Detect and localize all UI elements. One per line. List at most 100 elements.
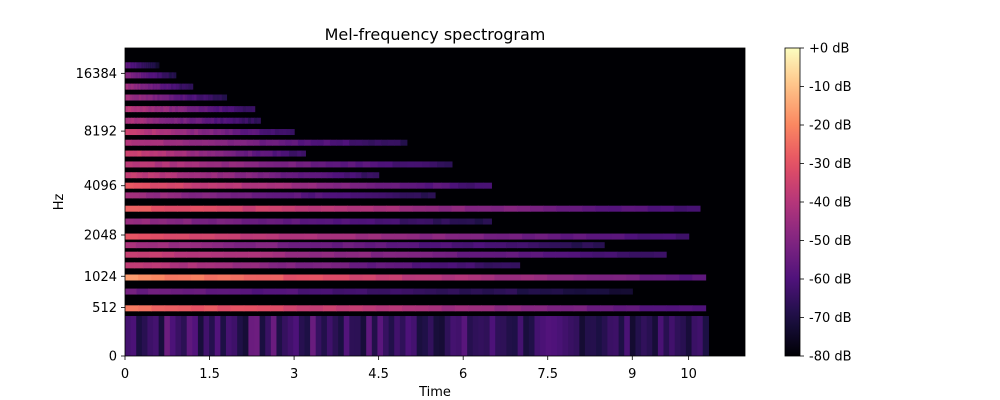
spectrogram-band bbox=[157, 106, 161, 113]
spectrogram-band bbox=[340, 161, 349, 168]
spectrogram-band bbox=[342, 242, 355, 249]
spectrogram-band bbox=[422, 161, 431, 168]
spectrogram-band bbox=[244, 117, 249, 124]
spectrogram-band bbox=[128, 62, 131, 69]
spectrogram-band bbox=[378, 288, 391, 295]
spectrogram-band bbox=[652, 305, 667, 312]
spectrogram-band bbox=[595, 205, 610, 212]
spectrogram-band bbox=[237, 192, 246, 199]
spectrogram-band bbox=[297, 150, 302, 157]
plot-frame bbox=[124, 47, 746, 357]
spectrogram-band bbox=[152, 83, 155, 90]
spectrogram-band bbox=[397, 242, 409, 249]
spectrogram-band bbox=[598, 233, 613, 240]
spectrogram-band bbox=[286, 288, 299, 295]
spectrogram-band bbox=[309, 288, 322, 295]
spectrogram-band bbox=[196, 94, 200, 101]
spectrogram-band bbox=[250, 262, 261, 269]
spectrogram-band bbox=[286, 172, 293, 179]
spectrogram-band bbox=[586, 288, 599, 295]
spectrogram-band bbox=[360, 205, 374, 212]
spectrogram-band bbox=[459, 288, 472, 295]
spectrogram-band bbox=[125, 218, 134, 225]
spectrogram-band bbox=[151, 106, 156, 113]
spectrogram-band bbox=[297, 288, 311, 295]
spectrogram-band bbox=[135, 72, 138, 79]
spectrogram-band bbox=[203, 205, 218, 212]
spectrogram-band bbox=[247, 251, 261, 258]
spectrogram-band bbox=[336, 305, 350, 312]
spectrogram-band bbox=[527, 242, 540, 249]
spectrogram-band bbox=[187, 94, 191, 101]
spectrogram-band bbox=[143, 62, 145, 69]
spectrogram-band bbox=[629, 251, 643, 258]
spectrogram-band bbox=[374, 218, 384, 225]
spectrogram-band bbox=[154, 83, 157, 90]
spectrogram-band bbox=[144, 62, 146, 69]
spectrogram-band bbox=[150, 72, 153, 79]
spectrogram-band bbox=[169, 72, 172, 79]
spectrogram-band bbox=[133, 62, 135, 69]
spectrogram-band bbox=[204, 106, 209, 113]
spectrogram-band bbox=[201, 106, 206, 113]
spectrogram-band bbox=[138, 205, 152, 212]
spectrogram-band bbox=[274, 182, 284, 189]
spectrogram-band bbox=[178, 83, 181, 90]
spectrogram-band bbox=[134, 72, 136, 79]
spectrogram-band bbox=[320, 288, 334, 295]
spectrogram-band bbox=[374, 139, 382, 146]
noise-cell bbox=[433, 316, 440, 356]
y-axis-label: Hz bbox=[52, 194, 67, 211]
spectrogram-band bbox=[385, 262, 395, 269]
spectrogram-band bbox=[251, 192, 260, 199]
spectrogram-band bbox=[133, 150, 138, 157]
spectrogram-band bbox=[254, 117, 258, 124]
spectrogram-band bbox=[153, 62, 155, 69]
spectrogram-band bbox=[136, 72, 139, 79]
spectrogram-band bbox=[221, 139, 229, 146]
spectrogram-band bbox=[429, 161, 438, 168]
spectrogram-band bbox=[574, 288, 587, 295]
spectrogram-band bbox=[263, 172, 270, 179]
spectrogram-band bbox=[310, 139, 318, 146]
noise-cell bbox=[427, 316, 435, 356]
spectrogram-band bbox=[580, 251, 593, 258]
spectrogram-band bbox=[144, 129, 149, 136]
spectrogram-band bbox=[236, 129, 241, 136]
spectrogram-band bbox=[241, 218, 251, 225]
noise-cell bbox=[153, 316, 160, 356]
spectrogram-band bbox=[131, 94, 135, 101]
spectrogram-band bbox=[256, 150, 261, 157]
spectrogram-band bbox=[256, 305, 271, 312]
spectrogram-band bbox=[204, 274, 218, 281]
spectrogram-band bbox=[180, 94, 184, 101]
y-tick-label: 16384 bbox=[76, 67, 117, 82]
spectrogram-band bbox=[309, 172, 316, 179]
spectrogram-band bbox=[216, 192, 225, 199]
spectrogram-band bbox=[156, 72, 158, 79]
spectrogram-band bbox=[138, 94, 142, 101]
spectrogram-band bbox=[251, 106, 256, 113]
spectrogram-band bbox=[189, 117, 194, 124]
noise-cell bbox=[455, 316, 463, 356]
spectrogram-band bbox=[125, 72, 127, 79]
chart-title: Mel-frequency spectrogram bbox=[325, 25, 546, 44]
spectrogram-band bbox=[159, 172, 166, 179]
spectrogram-band bbox=[217, 305, 232, 312]
spectrogram-band bbox=[171, 129, 176, 136]
spectrogram-band bbox=[483, 218, 492, 225]
spectrogram-band bbox=[449, 182, 459, 189]
spectrogram-band bbox=[129, 83, 132, 90]
noise-cell bbox=[439, 316, 446, 356]
spectrogram-band bbox=[163, 83, 166, 90]
spectrogram-band bbox=[259, 129, 264, 136]
spectrogram-band bbox=[269, 172, 276, 179]
spectrogram-band bbox=[673, 205, 688, 212]
spectrogram-band bbox=[164, 205, 178, 212]
noise-cell bbox=[270, 316, 278, 356]
spectrogram-band bbox=[355, 288, 368, 295]
spectrogram-band bbox=[391, 182, 401, 189]
spectrogram-band bbox=[183, 83, 186, 90]
spectrogram-band bbox=[324, 218, 334, 225]
spectrogram-band bbox=[149, 72, 151, 79]
